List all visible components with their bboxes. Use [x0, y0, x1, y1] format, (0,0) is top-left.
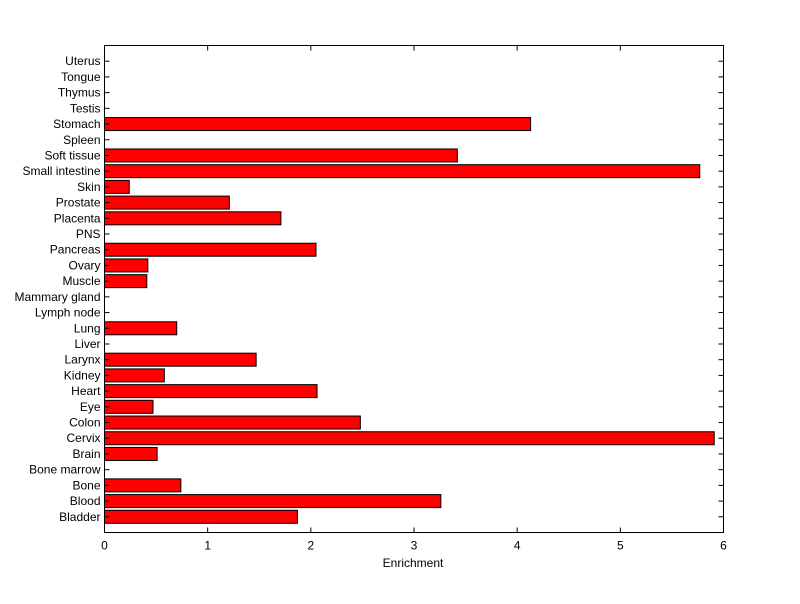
y-tick-label: Lymph node — [35, 306, 101, 320]
bar-kidney — [104, 368, 165, 383]
x-tick-label: 2 — [307, 539, 314, 553]
y-tick-label: Tongue — [61, 70, 101, 84]
y-tick-label: Stomach — [53, 117, 100, 131]
y-tick-label: Thymus — [58, 86, 101, 100]
y-tick-label: Heart — [71, 384, 101, 398]
x-tick-label: 4 — [514, 539, 521, 553]
x-tick-label: 1 — [204, 539, 211, 553]
y-tick-label: Bladder — [59, 510, 100, 524]
y-tick-label: Ovary — [68, 258, 100, 272]
y-tick-label: Brain — [72, 447, 100, 461]
y-tick-label: Pancreas — [50, 243, 101, 257]
bar-blood — [104, 494, 442, 509]
bars — [104, 117, 715, 524]
y-tick-label: Muscle — [62, 274, 100, 288]
y-tick-label: PNS — [76, 227, 101, 241]
y-tick-label: Placenta — [54, 211, 101, 225]
y-tick-label: Soft tissue — [44, 148, 100, 162]
y-tick-label: Testis — [70, 101, 101, 115]
y-tick-label: Uterus — [65, 54, 100, 68]
bar-lung — [104, 321, 178, 336]
x-tick-label: 0 — [101, 539, 108, 553]
y-tick-label: Eye — [80, 400, 101, 414]
y-tick-label: Colon — [69, 416, 100, 430]
x-tick-label: 3 — [411, 539, 418, 553]
x-axis-label: Enrichment — [383, 556, 444, 570]
bar-eye — [104, 399, 154, 414]
bar-ovary — [104, 258, 149, 273]
y-tick-label: Skin — [77, 180, 100, 194]
y-tick-label: Bone — [72, 478, 100, 492]
bar-pancreas — [104, 242, 317, 257]
bar-stomach — [104, 117, 532, 132]
bar-prostate — [104, 195, 230, 210]
y-tick-label: Cervix — [66, 431, 100, 445]
bar-brain — [104, 446, 158, 461]
x-tick-label: 6 — [720, 539, 727, 553]
y-tick-label: Blood — [70, 494, 101, 508]
bar-bone — [104, 478, 182, 493]
y-tick-label: Small intestine — [22, 164, 100, 178]
y-tick-label: Liver — [74, 337, 100, 351]
x-tick-label: 5 — [617, 539, 624, 553]
y-tick-label: Lung — [74, 321, 101, 335]
y-tick-label: Bone marrow — [29, 463, 101, 477]
y-tick-label: Mammary gland — [14, 290, 100, 304]
y-tick-label: Prostate — [56, 196, 101, 210]
bar-colon — [104, 415, 361, 430]
bar-soft-tissue — [104, 148, 458, 163]
bar-bladder — [104, 509, 298, 524]
bar-muscle — [104, 274, 148, 289]
bar-larynx — [104, 352, 257, 367]
y-tick-label: Larynx — [64, 353, 100, 367]
bar-placenta — [104, 211, 282, 226]
bar-small-intestine — [104, 164, 701, 179]
bar-heart — [104, 384, 318, 399]
bar-cervix — [104, 431, 715, 446]
y-tick-label: Kidney — [64, 368, 101, 382]
y-tick-label: Spleen — [63, 133, 100, 147]
